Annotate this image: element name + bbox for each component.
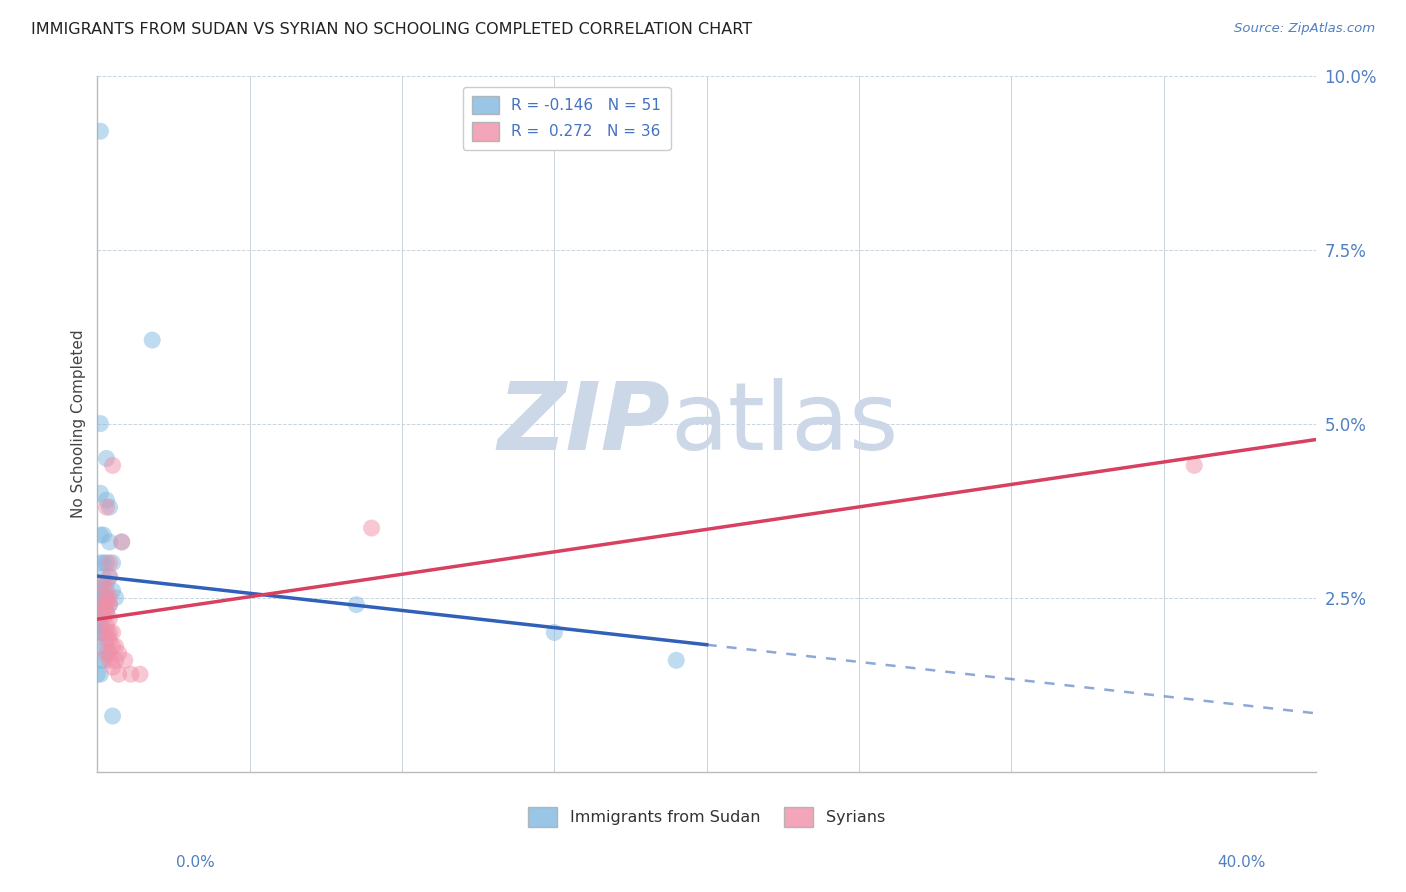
Point [360, 521, 382, 535]
Point [96, 640, 118, 654]
Point [98, 611, 121, 625]
Point [89, 611, 111, 625]
Point [89, 618, 111, 632]
Text: ZIP: ZIP [498, 377, 671, 469]
Point [96, 591, 118, 605]
Point [86, 618, 108, 632]
Point [89, 486, 111, 500]
Text: atlas: atlas [671, 377, 898, 469]
Point [98, 591, 121, 605]
Point [98, 556, 121, 570]
Point [98, 653, 121, 667]
Point [96, 618, 118, 632]
Point [98, 598, 121, 612]
Point [96, 605, 118, 619]
Point [96, 493, 118, 508]
Point [89, 667, 111, 681]
Point [98, 646, 121, 660]
Point [96, 576, 118, 591]
Point [104, 640, 127, 654]
Point [93, 625, 115, 640]
Point [89, 640, 111, 654]
Point [1182, 458, 1205, 473]
Point [96, 605, 118, 619]
Point [665, 653, 688, 667]
Point [89, 528, 111, 542]
Point [93, 611, 115, 625]
Point [93, 570, 115, 584]
Point [96, 500, 118, 515]
Point [96, 583, 118, 598]
Point [93, 583, 115, 598]
Legend: Immigrants from Sudan, Syrians: Immigrants from Sudan, Syrians [522, 801, 891, 833]
Point [107, 646, 129, 660]
Point [101, 709, 124, 723]
Point [96, 556, 118, 570]
Point [98, 598, 121, 612]
Point [101, 458, 124, 473]
Point [86, 625, 108, 640]
Point [89, 605, 111, 619]
Point [96, 591, 118, 605]
Point [111, 535, 134, 549]
Point [96, 451, 118, 466]
Point [93, 605, 115, 619]
Text: 40.0%: 40.0% [1218, 855, 1265, 870]
Point [96, 632, 118, 647]
Point [98, 625, 121, 640]
Point [96, 646, 118, 660]
Point [86, 605, 108, 619]
Point [89, 417, 111, 431]
Point [543, 625, 565, 640]
Point [98, 500, 121, 515]
Point [89, 598, 111, 612]
Point [98, 570, 121, 584]
Point [114, 653, 136, 667]
Point [98, 632, 121, 647]
Text: IMMIGRANTS FROM SUDAN VS SYRIAN NO SCHOOLING COMPLETED CORRELATION CHART: IMMIGRANTS FROM SUDAN VS SYRIAN NO SCHOO… [31, 22, 752, 37]
Point [89, 576, 111, 591]
Point [96, 598, 118, 612]
Point [93, 576, 115, 591]
Point [101, 640, 124, 654]
Point [89, 625, 111, 640]
Point [89, 556, 111, 570]
Point [93, 598, 115, 612]
Point [111, 535, 134, 549]
Point [93, 591, 115, 605]
Text: Source: ZipAtlas.com: Source: ZipAtlas.com [1234, 22, 1375, 36]
Point [89, 124, 111, 138]
Point [107, 667, 129, 681]
Point [120, 667, 142, 681]
Point [129, 667, 152, 681]
Point [98, 570, 121, 584]
Point [93, 556, 115, 570]
Point [344, 598, 367, 612]
Point [86, 611, 108, 625]
Text: 0.0%: 0.0% [176, 855, 215, 870]
Point [141, 333, 163, 347]
Point [101, 625, 124, 640]
Point [89, 653, 111, 667]
Point [86, 667, 108, 681]
Point [93, 653, 115, 667]
Point [96, 625, 118, 640]
Point [93, 598, 115, 612]
Point [89, 591, 111, 605]
Point [101, 660, 124, 674]
Point [93, 528, 115, 542]
Point [86, 598, 108, 612]
Point [101, 556, 124, 570]
Point [93, 605, 115, 619]
Point [89, 583, 111, 598]
Point [98, 535, 121, 549]
Point [104, 591, 127, 605]
Point [104, 653, 127, 667]
Point [101, 583, 124, 598]
Y-axis label: No Schooling Completed: No Schooling Completed [72, 329, 86, 518]
